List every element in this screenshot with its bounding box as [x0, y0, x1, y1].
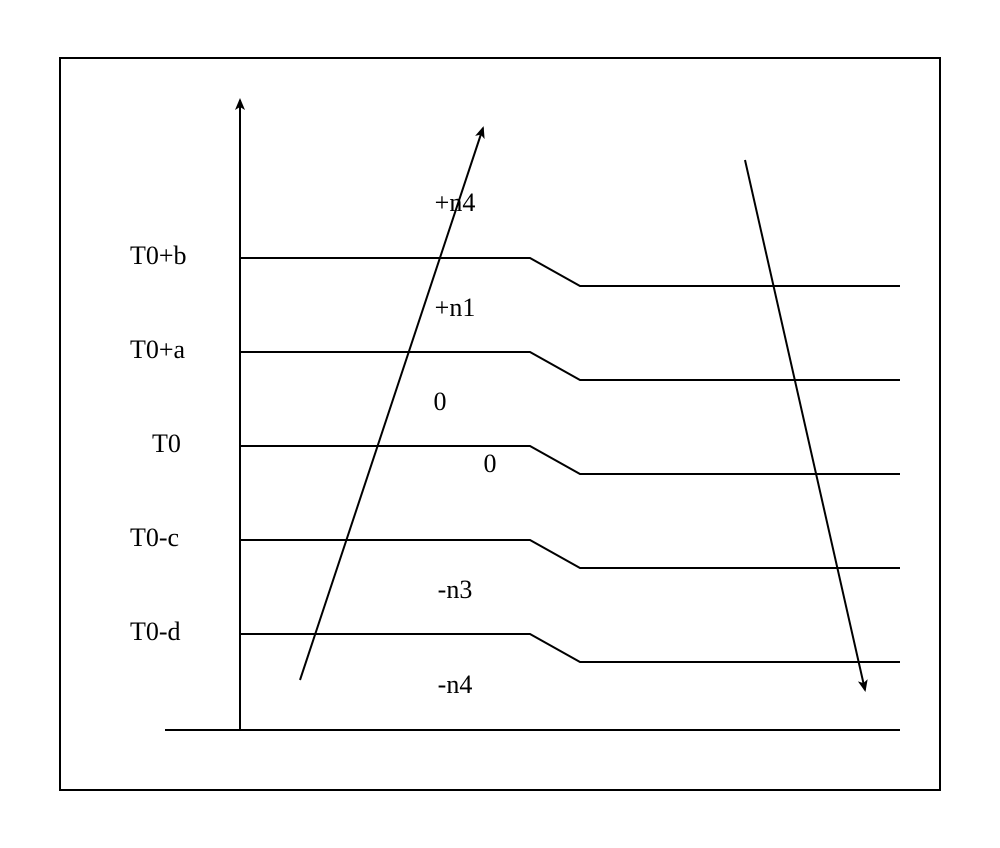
y-label-t0-plus-b: T0+b	[130, 241, 187, 270]
step-lines	[240, 258, 900, 662]
diagram-border	[60, 58, 940, 790]
down-arrow	[745, 160, 865, 690]
region-label-zero-2: 0	[484, 449, 497, 478]
y-label-t0-minus-c: T0-c	[130, 523, 179, 552]
step-line-3	[240, 446, 900, 474]
region-label-plus-n1: +n1	[435, 293, 476, 322]
region-label-minus-n3: -n3	[438, 575, 473, 604]
y-label-t0-minus-d: T0-d	[130, 617, 181, 646]
diagram-container: T0+b T0+a T0 T0-c T0-d +n4 +n1 0 0 -n3 -…	[0, 0, 1000, 848]
region-label-zero-1: 0	[434, 387, 447, 416]
region-label-plus-n4: +n4	[435, 188, 476, 217]
y-label-t0: T0	[152, 429, 181, 458]
step-line-1	[240, 258, 900, 286]
y-label-t0-plus-a: T0+a	[130, 335, 186, 364]
step-line-2	[240, 352, 900, 380]
region-label-minus-n4: -n4	[438, 670, 473, 699]
diagram-svg: T0+b T0+a T0 T0-c T0-d +n4 +n1 0 0 -n3 -…	[0, 0, 1000, 848]
step-line-5	[240, 634, 900, 662]
